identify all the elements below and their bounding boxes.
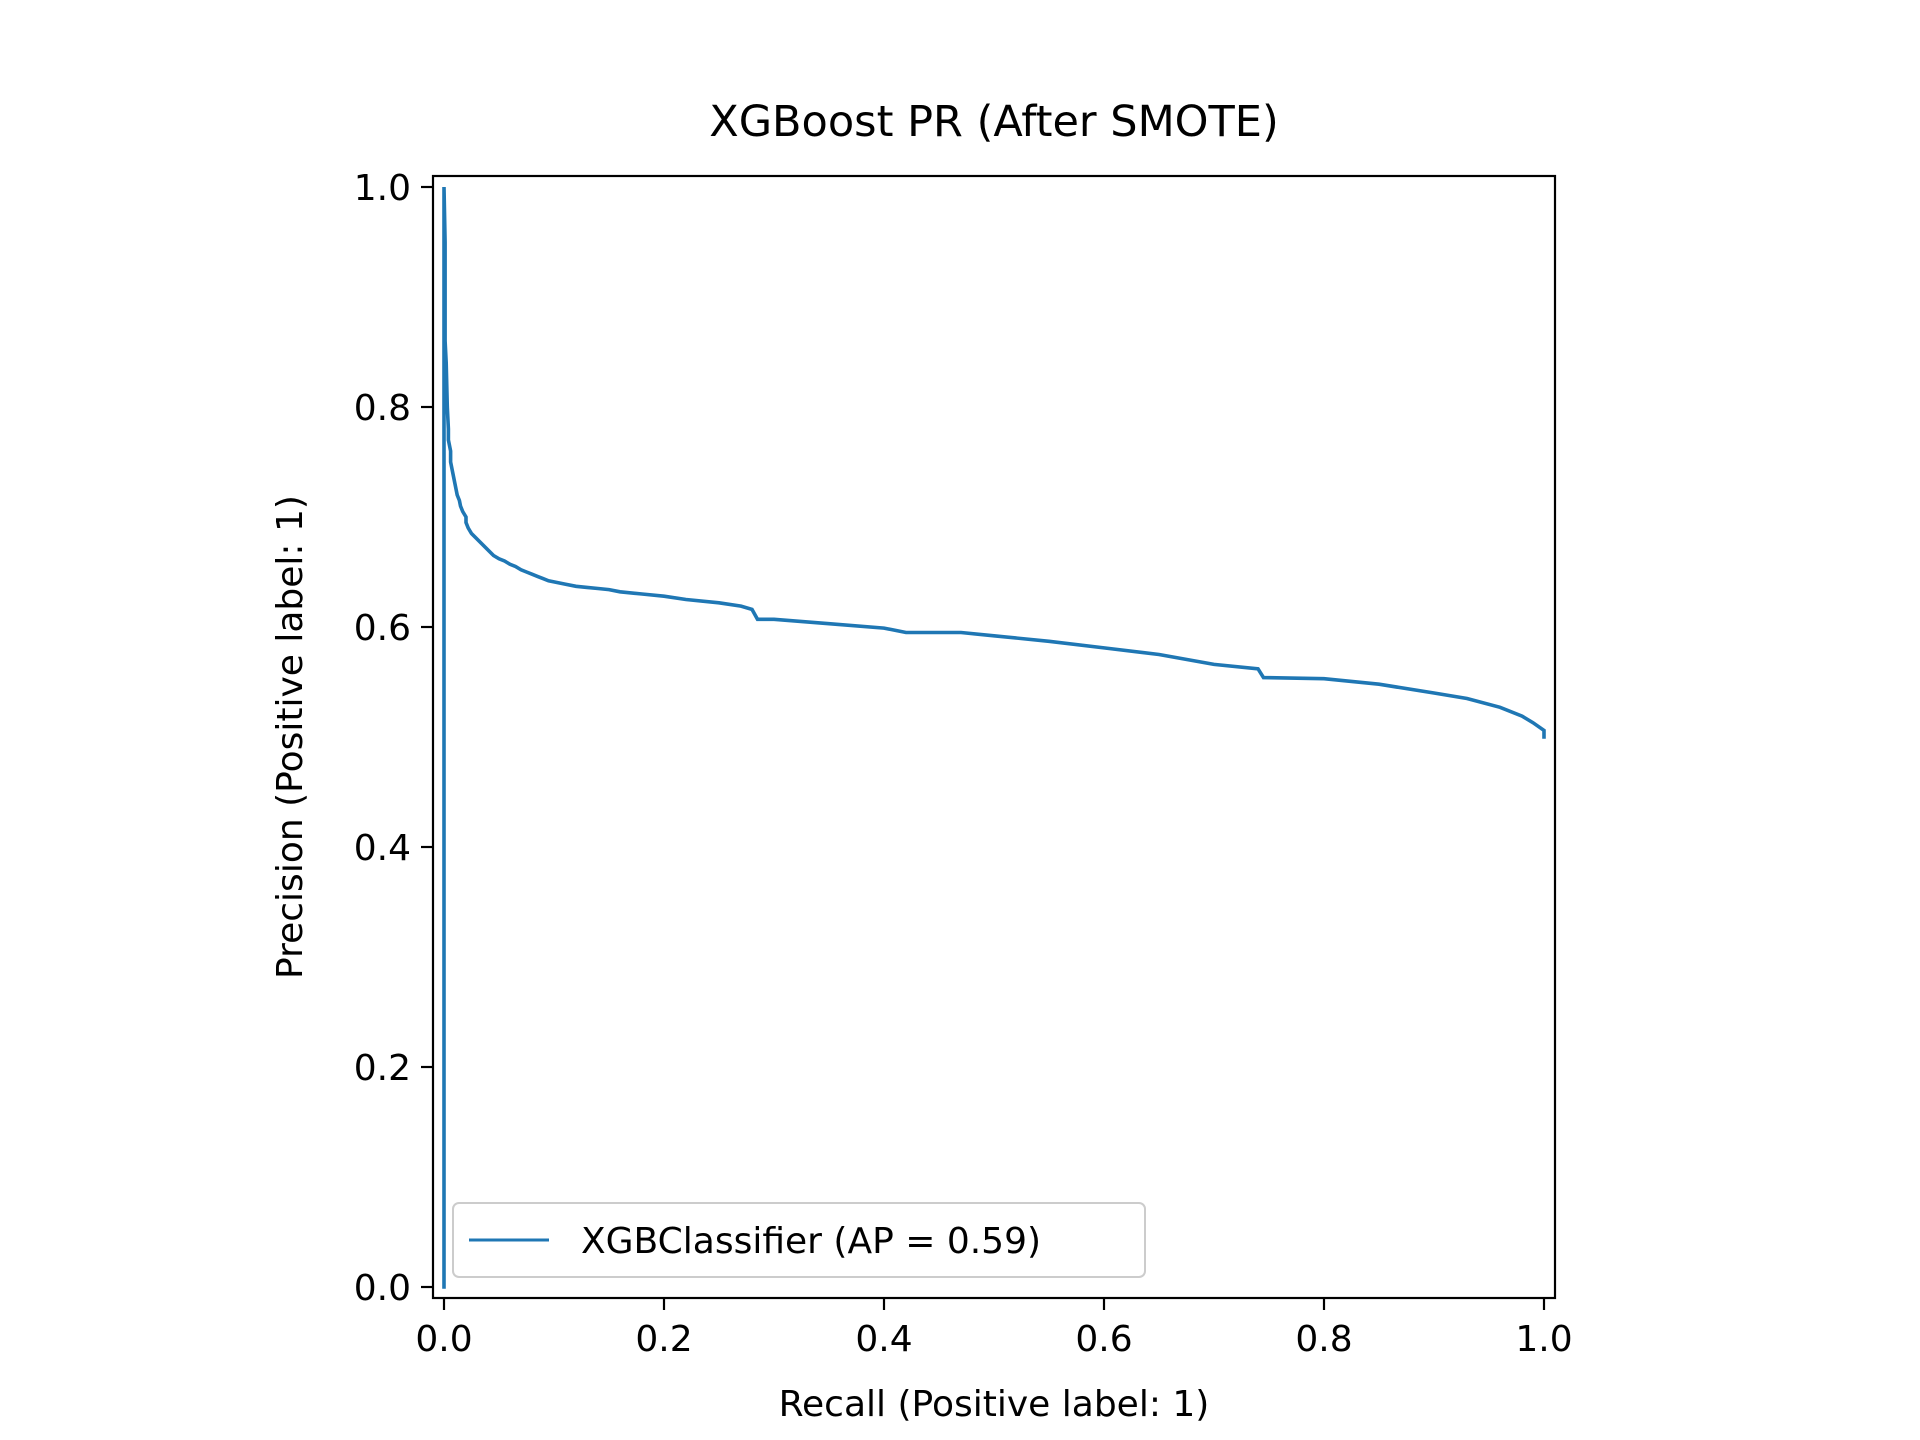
legend-label-xgbclassifier: XGBClassifier (AP = 0.59) <box>581 1221 1041 1262</box>
y-tick-label: 1.0 <box>354 168 411 209</box>
y-tick-label: 0.0 <box>354 1268 411 1309</box>
plot-area: 0.0 0.2 0.4 0.6 0.8 1.0 0.0 0.2 0.4 0.6 0.8 1.0 <box>354 168 1573 1360</box>
series-layer <box>442 186 1546 1289</box>
x-tick-label: 0.8 <box>1295 1319 1352 1360</box>
y-axis-label: Precision (Positive label: 1) <box>270 495 311 979</box>
legend: XGBClassifier (AP = 0.59) <box>452 1202 1146 1278</box>
y-tick-label: 0.2 <box>354 1048 411 1089</box>
chart-title: XGBoost PR (After SMOTE) <box>709 97 1278 147</box>
x-tick-label: 0.2 <box>635 1319 692 1360</box>
series-line-0 <box>442 186 1546 1289</box>
y-tick-label: 0.4 <box>354 828 411 869</box>
y-axis-ticks: 0.0 0.2 0.4 0.6 0.8 1.0 <box>354 168 433 1309</box>
x-axis-label: Recall (Positive label: 1) <box>779 1384 1210 1425</box>
axes-background <box>433 176 1555 1298</box>
axes-border <box>431 174 1557 1300</box>
y-tick-label: 0.6 <box>354 608 411 649</box>
x-tick-label: 0.6 <box>1075 1319 1132 1360</box>
legend-box <box>452 1202 1146 1278</box>
x-tick-label: 1.0 <box>1515 1319 1572 1360</box>
y-tick-label: 0.8 <box>354 388 411 429</box>
x-tick-label: 0.4 <box>855 1319 912 1360</box>
x-tick-label: 0.0 <box>415 1319 472 1360</box>
x-axis-ticks: 0.0 0.2 0.4 0.6 0.8 1.0 <box>415 1298 1573 1360</box>
